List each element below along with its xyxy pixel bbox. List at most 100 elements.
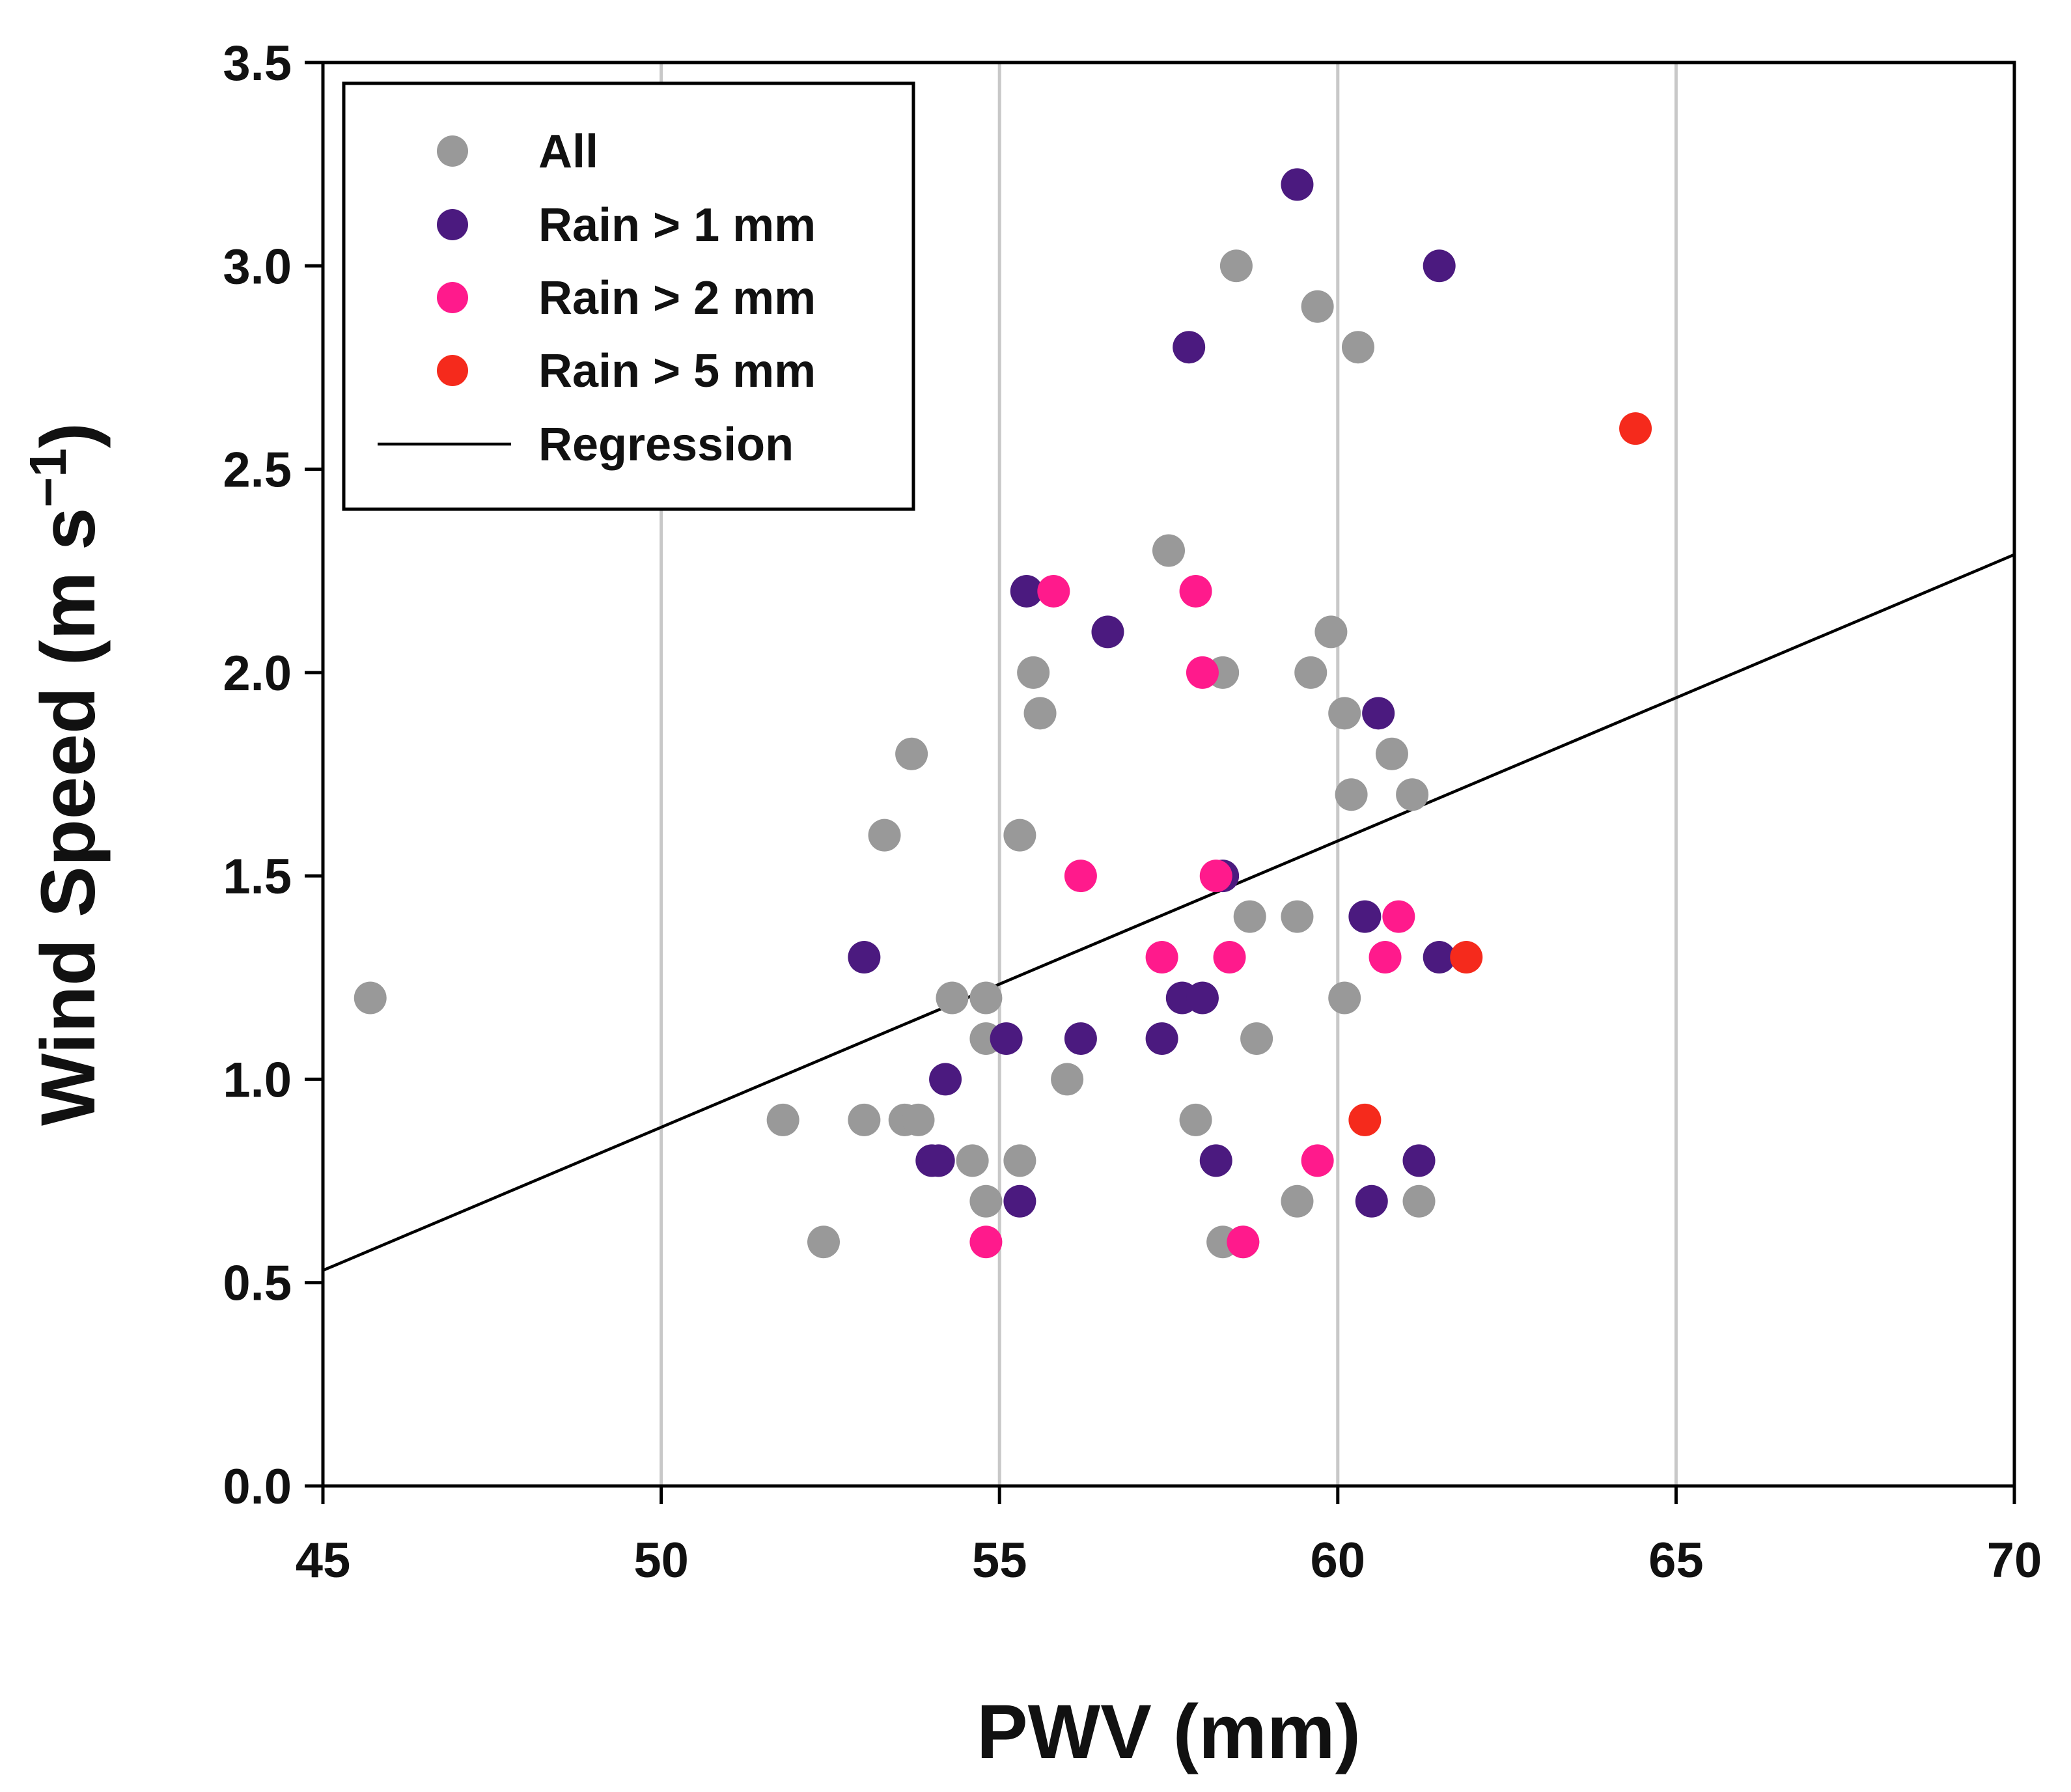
point-rain2 bbox=[1037, 574, 1070, 608]
point-all bbox=[1233, 900, 1266, 933]
y-tick-label: 1.0 bbox=[223, 1052, 292, 1108]
regression-layer bbox=[322, 553, 2015, 1272]
y-tick-label: 0.5 bbox=[223, 1256, 292, 1311]
point-all bbox=[354, 981, 387, 1015]
y-tick-label: 2.5 bbox=[223, 443, 292, 498]
point-rain1 bbox=[1348, 900, 1382, 933]
y-axis-title-main: Wind Speed (m s bbox=[25, 507, 111, 1126]
point-all bbox=[1396, 778, 1429, 811]
point-all bbox=[1240, 1022, 1273, 1055]
point-all bbox=[1219, 249, 1253, 283]
point-rain1 bbox=[1362, 697, 1395, 730]
y-tick-label: 3.0 bbox=[223, 239, 292, 294]
point-all bbox=[1051, 1063, 1084, 1096]
point-rain2 bbox=[1382, 900, 1415, 933]
plot-frame bbox=[321, 61, 2016, 1488]
point-rain2 bbox=[1064, 860, 1097, 893]
point-rain1 bbox=[922, 1144, 955, 1177]
point-all bbox=[969, 981, 1003, 1015]
point-all bbox=[969, 1184, 1003, 1218]
x-tick-label: 65 bbox=[1648, 1533, 1704, 1588]
point-rain1 bbox=[1091, 615, 1124, 649]
point-all bbox=[1328, 697, 1361, 730]
point-rain2 bbox=[1199, 860, 1232, 893]
point-all bbox=[1335, 778, 1368, 811]
point-all bbox=[1294, 656, 1327, 689]
legend: All Rain > 1 mm Rain > 2 mm Rain > 5 mm Regr… bbox=[342, 81, 915, 511]
y-tick-label: 2.0 bbox=[223, 646, 292, 701]
point-all bbox=[1402, 1184, 1436, 1218]
point-rain2 bbox=[1145, 941, 1178, 974]
point-all bbox=[868, 819, 901, 852]
point-rain1 bbox=[1145, 1022, 1178, 1055]
x-tick-label: 55 bbox=[972, 1533, 1027, 1588]
y-axis-title-sup: −1 bbox=[19, 448, 77, 507]
point-rain1 bbox=[1199, 1144, 1232, 1177]
point-all bbox=[1341, 331, 1374, 364]
point-all bbox=[1023, 697, 1057, 730]
point-rain1 bbox=[990, 1022, 1023, 1055]
y-axis-title-close: ) bbox=[25, 423, 111, 448]
point-all bbox=[1281, 1184, 1314, 1218]
point-rain1 bbox=[929, 1063, 962, 1096]
y-tick-label: 1.5 bbox=[223, 849, 292, 904]
point-rain5 bbox=[1348, 1103, 1382, 1136]
y-tick-label: 3.5 bbox=[223, 36, 292, 91]
point-all bbox=[895, 737, 928, 770]
legend-label-all: All bbox=[538, 126, 598, 178]
point-all bbox=[1314, 615, 1348, 649]
point-rain5 bbox=[1619, 412, 1652, 445]
point-all bbox=[936, 981, 969, 1015]
series-rain5 bbox=[1348, 412, 1652, 1136]
point-all bbox=[1281, 900, 1314, 933]
point-rain1 bbox=[1355, 1184, 1388, 1218]
series-rain1 bbox=[848, 168, 1456, 1218]
point-rain1 bbox=[1281, 168, 1314, 201]
point-rain2 bbox=[1213, 941, 1246, 974]
x-tick-label: 45 bbox=[296, 1533, 351, 1588]
point-all bbox=[902, 1103, 935, 1136]
x-axis-title: PWV (mm) bbox=[977, 1689, 1361, 1775]
y-tick-label: 0.0 bbox=[223, 1459, 292, 1515]
point-rain1 bbox=[1186, 981, 1219, 1015]
point-rain1 bbox=[1173, 331, 1206, 364]
x-tick-label: 50 bbox=[633, 1533, 689, 1588]
legend-marker-rain2 bbox=[437, 282, 468, 313]
point-all bbox=[766, 1103, 799, 1136]
point-rain2 bbox=[969, 1225, 1003, 1259]
point-rain2 bbox=[1186, 656, 1219, 689]
data-points bbox=[354, 168, 1652, 1259]
point-all bbox=[1003, 819, 1036, 852]
point-all bbox=[1375, 737, 1408, 770]
point-all bbox=[1328, 981, 1361, 1015]
point-rain2 bbox=[1227, 1225, 1260, 1259]
point-all bbox=[807, 1225, 841, 1259]
point-all bbox=[956, 1144, 989, 1177]
point-all bbox=[1152, 534, 1185, 567]
legend-label-rain5: Rain > 5 mm bbox=[538, 345, 816, 397]
legend-marker-rain5 bbox=[437, 355, 468, 386]
point-all bbox=[1301, 290, 1334, 323]
point-rain1 bbox=[1010, 574, 1043, 608]
point-rain2 bbox=[1301, 1144, 1334, 1177]
point-rain2 bbox=[1369, 941, 1402, 974]
point-rain1 bbox=[1064, 1022, 1097, 1055]
regression-line bbox=[322, 553, 2015, 1272]
axis-ticks: 45 50 55 60 65 70 0.0 0.5 1.0 1.5 2.0 2.5 3.0 3.5 bbox=[223, 36, 2042, 1588]
point-all bbox=[1179, 1103, 1212, 1136]
x-tick-label: 60 bbox=[1311, 1533, 1366, 1588]
point-all bbox=[848, 1103, 881, 1136]
point-all bbox=[1017, 656, 1050, 689]
point-rain1 bbox=[1402, 1144, 1436, 1177]
series-rain2 bbox=[969, 574, 1415, 1259]
legend-label-regression: Regression bbox=[538, 419, 794, 471]
legend-marker-all bbox=[437, 135, 468, 167]
point-rain5 bbox=[1450, 941, 1483, 974]
point-rain1 bbox=[848, 941, 881, 974]
y-axis-title: Wind Speed (m s−1) bbox=[19, 423, 111, 1126]
point-rain1 bbox=[1003, 1184, 1036, 1218]
x-tick-label: 70 bbox=[1987, 1533, 2042, 1588]
point-all bbox=[1003, 1144, 1036, 1177]
legend-label-rain2: Rain > 2 mm bbox=[538, 272, 816, 324]
